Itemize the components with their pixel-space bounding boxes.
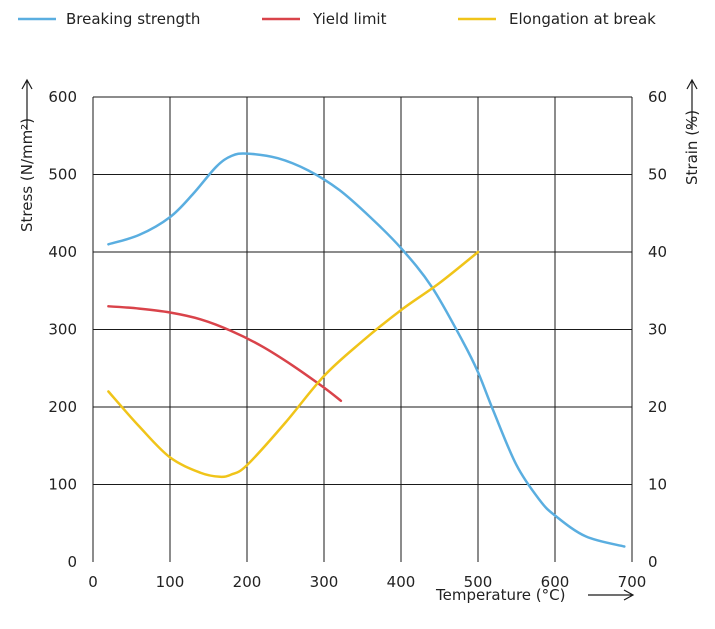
y-axis-right-label: Strain (%) [683,110,701,185]
y-left-tick-label: 0 [67,553,77,571]
y-left-tick-label: 500 [48,166,77,184]
grid [92,96,633,562]
x-axis-arrow [588,589,635,601]
x-tick-label: 400 [387,573,416,591]
y-axis-left-label: Stress (N/mm²) [18,118,36,232]
x-tick-label: 0 [88,573,98,591]
tick-labels: 0 100 200 300 400 500 600 700010020030040050060… [48,88,667,591]
x-tick-label: 100 [156,573,185,591]
x-axis-label: Temperature (°C) [435,586,565,604]
legend-label-yield-limit: Yield limit [312,10,387,28]
y-left-tick-label: 200 [48,398,77,416]
series-breaking-strength [107,152,626,548]
y-axis-right-label-text: Strain (%) [683,110,701,185]
y-right-tick-label: 60 [648,88,667,106]
series-lines [107,152,626,548]
y-axis-left-label-text: Stress (N/mm²) [18,118,36,232]
x-tick-label: 500 [464,573,493,591]
y-right-tick-label: 30 [648,321,667,339]
y-left-tick-label: 600 [48,88,77,106]
y-left-tick-label: 100 [48,476,77,494]
y-right-tick-label: 10 [648,476,667,494]
y-right-tick-label: 20 [648,398,667,416]
y-axis-left-arrow [21,78,33,130]
y-left-tick-label: 300 [48,321,77,339]
legend: Breaking strength Yield limit Elongation… [18,10,656,28]
legend-label-breaking-strength: Breaking strength [66,10,200,28]
x-tick-label: 700 [618,573,647,591]
x-tick-label: 200 [233,573,262,591]
legend-label-elongation: Elongation at break [509,10,656,28]
x-tick-label: 300 [310,573,339,591]
y-axis-right-arrow [686,78,698,130]
series-yield-limit [107,305,343,403]
y-left-tick-label: 400 [48,243,77,261]
y-right-tick-label: 0 [648,553,658,571]
x-tick-label: 600 [541,573,570,591]
y-right-tick-label: 50 [648,166,667,184]
y-right-tick-label: 40 [648,243,667,261]
series-elongation-at-break [107,250,480,479]
